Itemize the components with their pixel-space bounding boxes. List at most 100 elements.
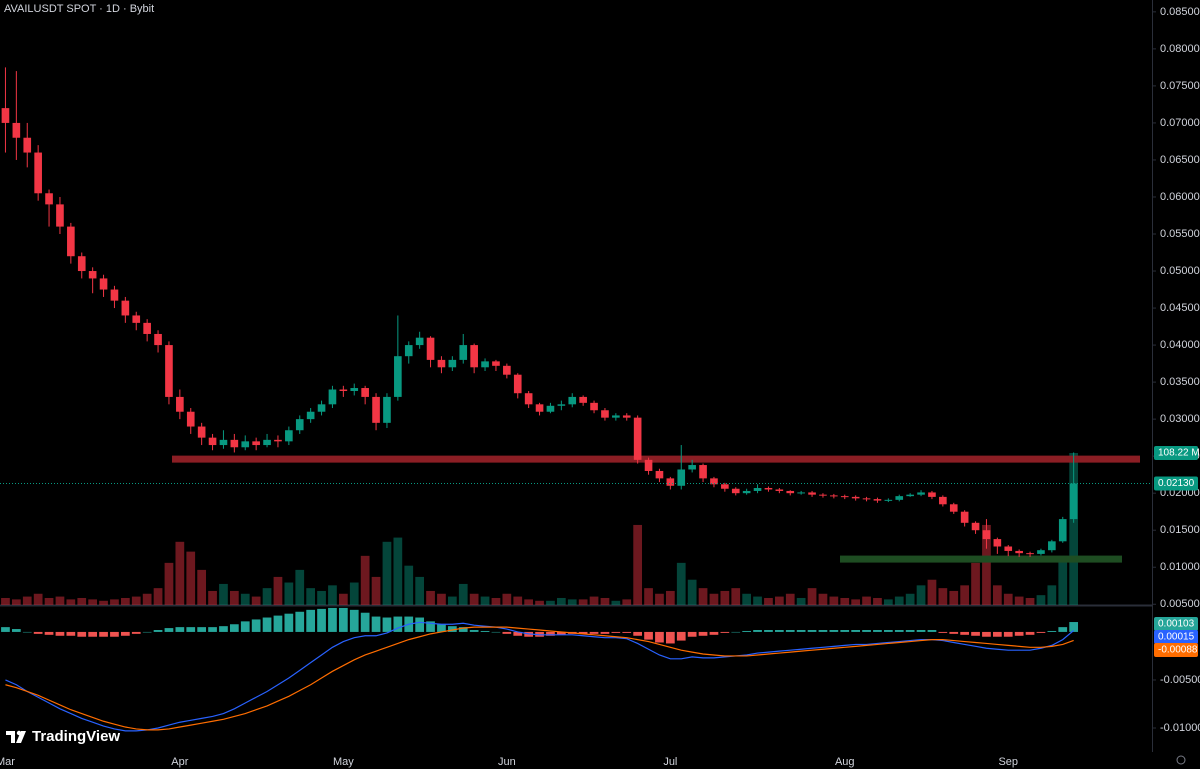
macd-histogram-bar: [66, 631, 76, 636]
macd-histogram-bar: [273, 615, 283, 632]
x-tick-label: Sep: [998, 756, 1018, 768]
macd-histogram-bar: [306, 609, 316, 632]
candle-body: [928, 492, 936, 497]
last-volume-label: 108.22 M: [1158, 448, 1200, 459]
volume-bar: [415, 576, 425, 605]
y-tick-label: 0.07500: [1160, 80, 1200, 92]
macd-histogram-bar: [992, 631, 1002, 637]
candle-body: [1, 108, 10, 123]
macd-histogram-bar: [633, 631, 643, 636]
macd-histogram-bar: [284, 613, 294, 632]
volume-bar: [382, 541, 392, 605]
candle-body: [415, 337, 424, 346]
volume-bar: [1025, 597, 1035, 605]
candle-body: [524, 393, 533, 405]
volume-bar: [807, 588, 817, 605]
volume-bar: [22, 596, 32, 605]
candle-body: [666, 478, 675, 486]
volume-bar: [949, 590, 959, 605]
volume-bar: [600, 597, 610, 605]
candle-body: [775, 489, 784, 491]
volume-bar: [306, 588, 316, 605]
macd-histogram-bar: [753, 630, 762, 632]
volume-bar: [894, 596, 904, 605]
macd-histogram-bar: [720, 631, 730, 633]
volume-bar: [764, 597, 773, 605]
candle-body: [819, 494, 827, 496]
candle-body: [1069, 483, 1078, 520]
volume-bar: [251, 596, 261, 605]
volume-bar: [665, 590, 675, 605]
volume-bar: [240, 593, 250, 605]
volume-bar: [317, 590, 326, 605]
y-tick-label: 0.01500: [1160, 524, 1200, 536]
macd-histogram-bar: [1047, 630, 1057, 632]
candle-body: [23, 137, 32, 153]
logo-mark: [6, 731, 26, 743]
macd-histogram-bar: [447, 626, 457, 632]
candle-body: [568, 396, 577, 405]
macd-histogram-bar: [764, 630, 773, 632]
macd-histogram-bar: [349, 609, 359, 632]
macd-line-label-box: [1154, 630, 1198, 644]
volume-bar: [567, 599, 577, 605]
macd-histogram-bar: [491, 631, 501, 633]
macd-histogram-bar: [1014, 631, 1024, 636]
volume-bar: [502, 593, 512, 605]
volume-bar: [284, 582, 294, 605]
macd-histogram-bar: [916, 630, 926, 632]
candle-body: [470, 345, 478, 368]
y-tick-label: 0.03500: [1160, 376, 1200, 388]
candle-body: [197, 426, 206, 438]
y-tick-label: 0.04500: [1160, 302, 1200, 314]
volume-bar: [938, 588, 948, 605]
candle-body: [1058, 519, 1067, 542]
candle-body: [394, 356, 402, 397]
volume-bar: [992, 585, 1002, 605]
candle-body: [710, 478, 718, 485]
candle-body: [154, 333, 162, 346]
macd-histogram-bar: [687, 631, 697, 637]
macd-histogram-bar: [644, 631, 653, 640]
x-tick-label: May: [333, 756, 354, 768]
candle-body: [949, 504, 958, 512]
candle-body: [590, 402, 598, 411]
candle-body: [742, 490, 751, 494]
candle-body: [317, 404, 326, 412]
macd-histogram-bar: [589, 631, 599, 634]
last-price-label-box: [1154, 476, 1198, 491]
candle-body: [1015, 550, 1023, 554]
macd-histogram-bar: [862, 630, 871, 632]
volume-bar: [960, 585, 970, 605]
candle-body: [263, 439, 271, 446]
macd-histogram-bar: [175, 627, 185, 632]
last-volume-label-box: [1154, 446, 1198, 460]
candle-body: [840, 496, 849, 498]
macd-histogram-bar: [208, 627, 217, 632]
macd-histogram-bar: [371, 616, 381, 632]
volume-bar: [796, 597, 806, 605]
volume-bar: [491, 597, 501, 605]
macd-histogram-bar: [742, 630, 752, 632]
volume-bar: [535, 600, 544, 605]
candle-body: [88, 271, 97, 279]
macd-histogram-bar: [851, 630, 861, 632]
watermark: TradingView: [32, 728, 120, 745]
macd-histogram-bar: [338, 607, 348, 632]
macd-histogram-bar: [262, 617, 272, 632]
settings-icon[interactable]: [1176, 755, 1186, 765]
macd-histogram-bar: [186, 627, 196, 632]
volume-bar: [295, 569, 305, 605]
candle-body: [143, 322, 151, 334]
candle-body: [1048, 541, 1056, 551]
macd-histogram-bar: [949, 631, 959, 634]
macd-histogram-bar: [578, 631, 588, 634]
candle-body: [110, 289, 119, 301]
candle-body: [306, 411, 315, 420]
volume-bar: [927, 579, 937, 605]
macd-histogram-bar: [709, 631, 719, 635]
candle-body: [492, 361, 500, 366]
candle-body: [67, 226, 75, 257]
volume-bar: [44, 597, 54, 605]
signal-line-label-box: [1154, 643, 1198, 657]
